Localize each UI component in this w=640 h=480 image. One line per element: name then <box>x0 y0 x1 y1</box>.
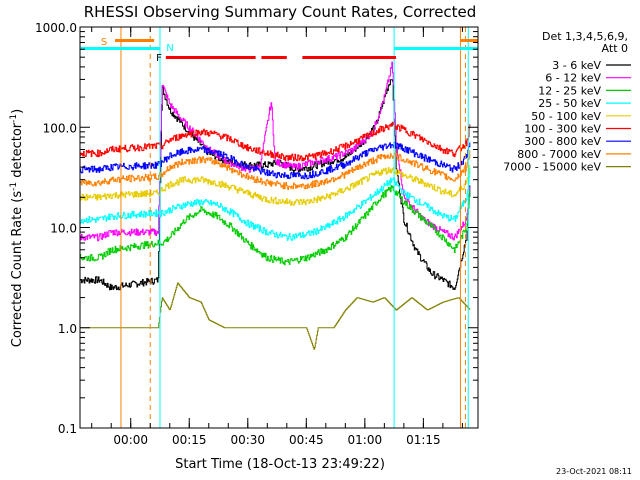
saa-bar-1 <box>460 39 478 42</box>
series-line-2 <box>80 185 471 266</box>
y-axis-label-sup2: -1 <box>9 114 19 123</box>
series-line-6 <box>80 142 471 180</box>
flare-bar-0 <box>165 56 256 59</box>
y-axis-label-tail: detector <box>10 122 25 182</box>
legend-label-5: 100 - 300 keV <box>524 123 601 136</box>
y-tick-label-3: 100.0 <box>43 121 77 135</box>
series-line-0 <box>80 79 471 291</box>
night-bar-0 <box>80 47 160 50</box>
x-tick-label-2: 00:30 <box>230 433 265 447</box>
legend-label-8: 7000 - 15000 keV <box>503 161 601 174</box>
flare-bar-2 <box>302 56 397 59</box>
legend-label-4: 50 - 100 keV <box>531 110 601 123</box>
x-tick-label-0: 00:00 <box>113 433 148 447</box>
y-axis-label-close: ) <box>10 109 25 114</box>
saa-label: S <box>101 37 107 48</box>
series-line-5 <box>80 121 471 162</box>
x-tick-label-1: 00:15 <box>172 433 207 447</box>
night-label: N <box>166 43 173 54</box>
y-axis-label: Corrected Count Rate (s-1 detector-1) <box>9 109 25 347</box>
y-tick-label-2: 10.0 <box>50 222 77 236</box>
footer-date: 23-Oct-2021 08:11 <box>556 467 632 476</box>
series-line-8 <box>80 282 471 350</box>
x-tick-label-3: 00:45 <box>289 433 324 447</box>
legend-label-3: 25 - 50 keV <box>538 97 601 110</box>
x-axis-label: Start Time (18-Oct-13 23:49:22) <box>175 457 385 472</box>
legend-label-7: 800 - 7000 keV <box>517 148 601 161</box>
night-bar-1 <box>394 47 478 50</box>
y-axis-label-sup1: -1 <box>9 182 19 191</box>
y-tick-label-4: 1000.0 <box>35 21 77 35</box>
axes: 0.1 1.0 10.0 100.0 1000.0 00:00 00:15 00:30 00:4… <box>35 21 479 447</box>
flare-label: F <box>156 53 162 64</box>
y-tick-label-0: 0.1 <box>58 422 77 436</box>
flare-bar-1 <box>261 56 287 59</box>
chart-title: RHESSI Observing Summary Count Rates, Co… <box>84 3 477 21</box>
legend-label-2: 12 - 25 keV <box>538 84 601 97</box>
legend-header-line2: Att 0 <box>602 42 628 55</box>
series-line-3 <box>80 167 471 241</box>
legend-label-1: 6 - 12 keV <box>545 72 601 85</box>
series-line-7 <box>80 150 471 190</box>
legend-label-6: 300 - 800 keV <box>524 135 601 148</box>
x-tick-label-5: 01:15 <box>406 433 441 447</box>
plot-area <box>80 61 471 350</box>
saa-bar-0 <box>115 39 155 42</box>
legend-header-line1: Det 1,3,4,5,6,9, <box>542 30 628 43</box>
series-line-4 <box>80 165 471 206</box>
x-tick-label-4: 01:00 <box>348 433 383 447</box>
legend-label-0: 3 - 6 keV <box>552 59 601 72</box>
y-axis-label-main: Corrected Count Rate (s <box>10 191 25 348</box>
y-tick-label-1: 1.0 <box>58 322 77 336</box>
